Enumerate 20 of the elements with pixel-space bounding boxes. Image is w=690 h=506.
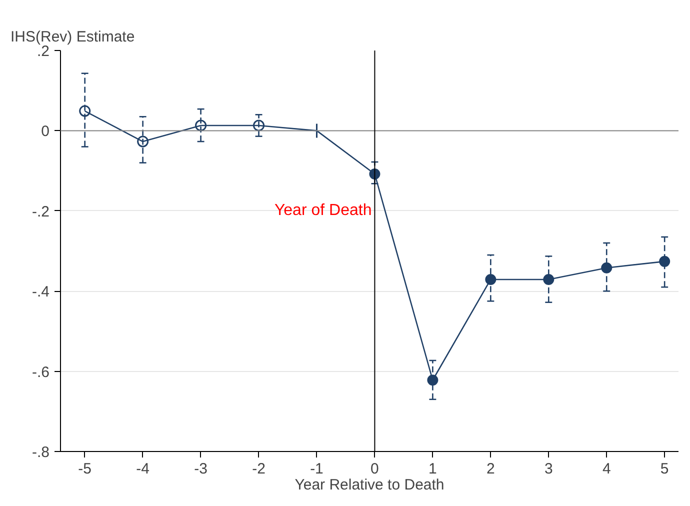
x-tick-label: -3 [194,460,208,478]
x-tick-label: -1 [310,460,324,478]
x-tick-label: 5 [660,460,669,478]
y-tick-label: -.8 [32,444,50,461]
x-tick-label: 3 [544,460,553,478]
y-tick-label: 0 [41,123,50,140]
x-tick-label: 2 [486,460,495,478]
x-tick-label: -2 [252,460,266,478]
y-tick-label: -.2 [32,203,50,220]
x-tick-label: 4 [602,460,611,478]
y-tick-label: -.4 [32,284,50,301]
x-tick-label: -5 [78,460,92,478]
y-tick-label: -.6 [32,364,50,381]
x-tick-label: -4 [136,460,150,478]
x-axis-title: Year Relative to Death [294,476,444,494]
y-axis-title: IHS(Rev) Estimate [10,28,135,46]
ref-line-label: Year of Death [274,202,372,219]
x-tick-label: 0 [370,460,379,478]
y-tick-label: .2 [36,43,50,60]
x-tick-label: 1 [428,460,437,478]
